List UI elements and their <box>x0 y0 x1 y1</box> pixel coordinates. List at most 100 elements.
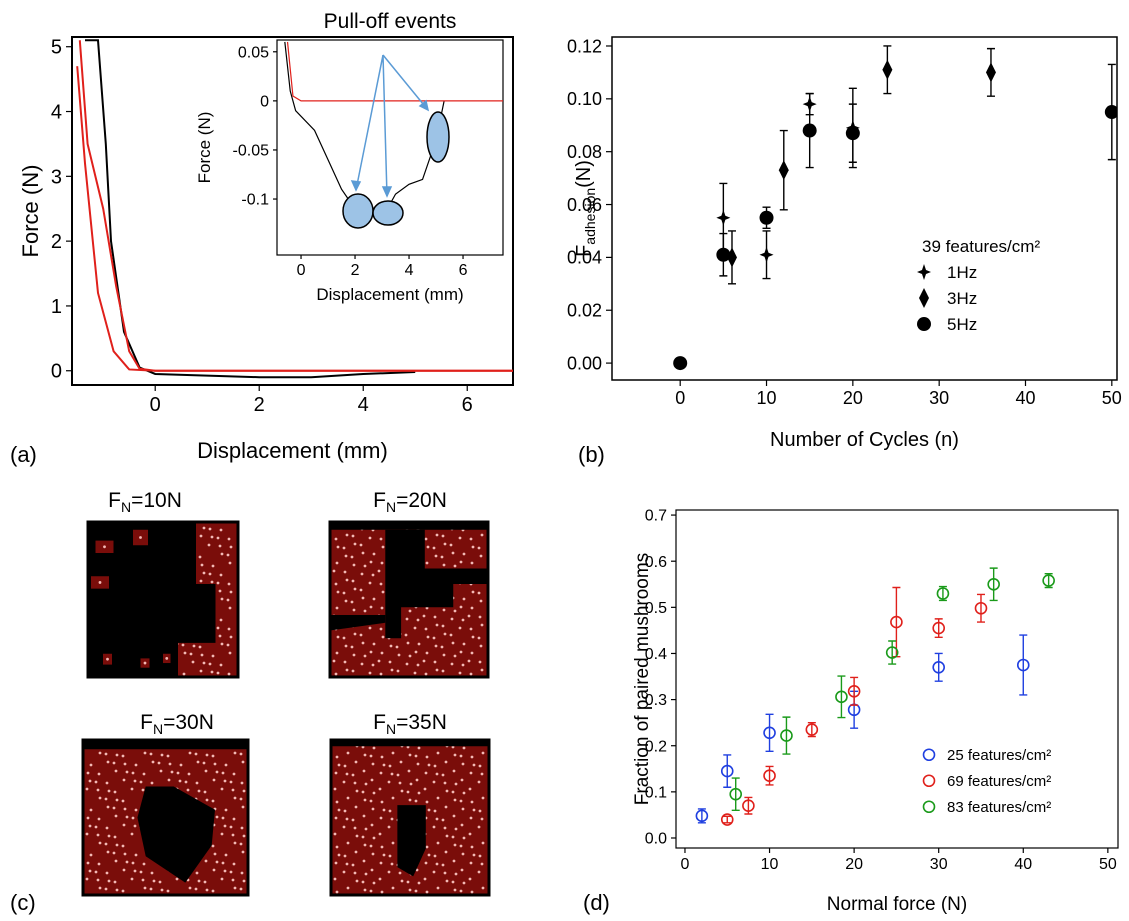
feature-dot <box>338 764 341 767</box>
feature-dot <box>452 642 455 645</box>
feature-dot <box>352 670 355 673</box>
feature-dot <box>151 872 154 875</box>
feature-dot <box>161 889 164 892</box>
y-tick-label: 0 <box>51 361 62 383</box>
feature-dot <box>369 627 372 630</box>
feature-dot <box>95 871 98 874</box>
feature-dot <box>380 538 383 541</box>
feature-dot <box>479 765 482 768</box>
feature-dot <box>434 855 437 858</box>
feature-dot <box>373 747 376 750</box>
feature-dot <box>471 607 474 610</box>
feature-dot <box>142 789 145 792</box>
feature-dot <box>372 808 375 811</box>
feature-dot <box>452 791 455 794</box>
feature-dot <box>473 809 476 812</box>
feature-dot <box>124 763 127 766</box>
feature-dot <box>122 845 125 848</box>
image-title: FN=10N <box>108 489 182 515</box>
x-tick-label: 0 <box>681 856 690 873</box>
legend-label: 25 features/cm² <box>947 747 1051 764</box>
feature-dot <box>454 844 457 847</box>
feature-dot <box>240 798 243 801</box>
feature-dot <box>450 634 453 637</box>
feature-dot <box>381 607 384 610</box>
feature-dot <box>98 818 101 821</box>
feature-dot <box>381 652 384 655</box>
feature-dot <box>212 800 215 803</box>
feature-dot <box>460 845 463 848</box>
feature-dot <box>196 872 199 875</box>
feature-dot <box>369 537 372 540</box>
feature-dot <box>389 765 392 768</box>
feature-dot <box>216 816 219 819</box>
feature-dot <box>346 818 349 821</box>
feature-dot <box>383 764 386 767</box>
feature-dot <box>153 880 156 883</box>
feature-dot <box>108 880 111 883</box>
feature-dot <box>433 547 436 550</box>
feature-dot <box>222 862 225 865</box>
feature-dot <box>150 753 153 756</box>
feature-dot <box>211 536 214 539</box>
feature-dot <box>211 581 214 584</box>
feature-dot <box>378 660 381 663</box>
feature-dot <box>418 747 421 750</box>
feature-dot <box>190 653 193 656</box>
feature-dot <box>463 837 466 840</box>
feature-dot <box>106 658 109 661</box>
feature-dot <box>354 872 357 875</box>
feature-dot <box>424 788 427 791</box>
feature-dot <box>343 781 346 784</box>
feature-dot <box>90 854 93 857</box>
feature-dot <box>401 880 404 883</box>
feature-dot <box>230 546 233 549</box>
feature-dot <box>219 545 222 548</box>
feature-dot <box>361 573 364 576</box>
contact-image: FN=20N <box>330 489 488 677</box>
image-title-main: F <box>373 711 386 734</box>
feature-dot <box>124 853 127 856</box>
feature-dot <box>336 607 339 610</box>
chart-title: Pull-off events <box>324 10 457 33</box>
feature-dot <box>423 615 426 618</box>
feature-dot <box>470 673 473 676</box>
feature-dot <box>446 880 449 883</box>
feature-dot <box>444 872 447 875</box>
feature-dot <box>383 854 386 857</box>
image-title: FN=30N <box>140 711 214 737</box>
feature-dot <box>442 625 445 628</box>
feature-dot <box>433 871 436 874</box>
feature-dot <box>364 889 367 892</box>
contact-image: FN=30N <box>83 711 248 895</box>
feature-dot <box>370 845 373 848</box>
feature-dot <box>409 655 412 658</box>
feature-dot <box>232 879 235 882</box>
feature-dot <box>352 819 355 822</box>
feature-dot <box>242 761 245 764</box>
feature-dot <box>95 781 98 784</box>
feature-dot <box>353 564 356 567</box>
feature-dot <box>87 817 90 820</box>
feature-dot <box>478 637 481 640</box>
feature-dot <box>415 755 418 758</box>
feature-dot <box>379 788 382 791</box>
feature-dot <box>212 655 215 658</box>
feature-dot <box>99 752 102 755</box>
feature-dot <box>336 652 339 655</box>
feature-dot <box>108 790 111 793</box>
feature-dot <box>433 637 436 640</box>
feature-dot <box>471 801 474 804</box>
y-axis-label: Force (N) <box>195 112 214 184</box>
feature-dot <box>381 846 384 849</box>
feature-dot <box>344 661 347 664</box>
feature-dot <box>217 537 220 540</box>
y-tick-label: -0.1 <box>241 192 269 209</box>
feature-dot <box>482 797 485 800</box>
feature-dot <box>240 753 243 756</box>
feature-dot <box>176 878 179 881</box>
chart: 010203040500.00.10.20.30.40.50.60.7Norma… <box>645 508 1118 915</box>
feature-dot <box>232 834 235 837</box>
feature-dot <box>233 863 236 866</box>
feature-dot <box>208 544 211 547</box>
